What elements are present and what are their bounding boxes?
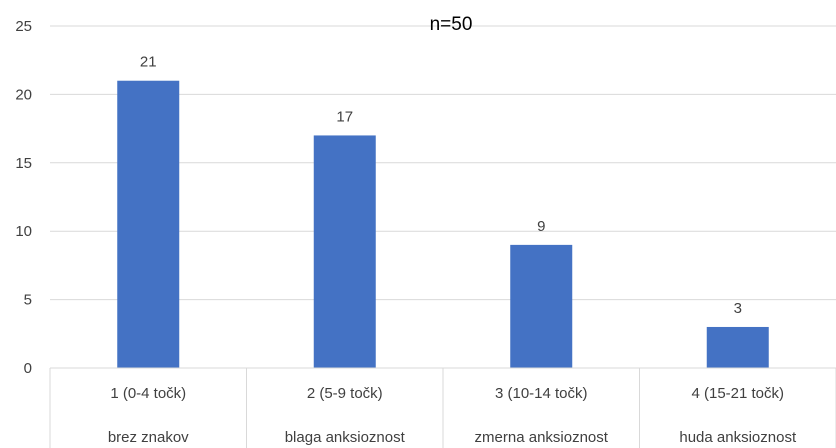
y-tick-label: 20 [15, 86, 32, 103]
y-tick-label: 10 [15, 223, 32, 240]
bar [706, 326, 769, 368]
data-label: 3 [734, 300, 742, 317]
category-label-level: zmerna anksioznost [475, 429, 609, 446]
bar [510, 244, 573, 368]
y-axis-tick-labels: 0 5 10 15 20 25 [15, 18, 32, 377]
bar [117, 80, 180, 368]
data-label: 9 [537, 218, 545, 235]
data-label: 21 [140, 54, 157, 71]
data-labels: 21 17 9 3 [140, 54, 742, 317]
category-label-score: 2 (5-9 točk) [307, 385, 383, 402]
category-label-score: 3 (10-14 točk) [495, 385, 588, 402]
y-tick-label: 25 [15, 18, 32, 35]
bars [117, 80, 769, 368]
x-axis-category-table: 1 (0-4 točk) brez znakov 2 (5-9 točk) blaga… [49, 367, 836, 448]
y-tick-label: 5 [24, 292, 32, 309]
data-label: 17 [336, 108, 353, 125]
gridlines [50, 25, 836, 301]
category-label-score: 4 (15-21 točk) [691, 385, 784, 402]
category-label-level: brez znakov [108, 429, 189, 446]
category-label-level: huda anksioznost [679, 429, 797, 446]
y-tick-label: 0 [24, 360, 32, 377]
chart-title: n=50 [430, 14, 473, 35]
category-label-level: blaga anksioznost [285, 429, 406, 446]
category-label-score: 1 (0-4 točk) [110, 385, 186, 402]
y-tick-label: 15 [15, 155, 32, 172]
bar [313, 135, 376, 368]
